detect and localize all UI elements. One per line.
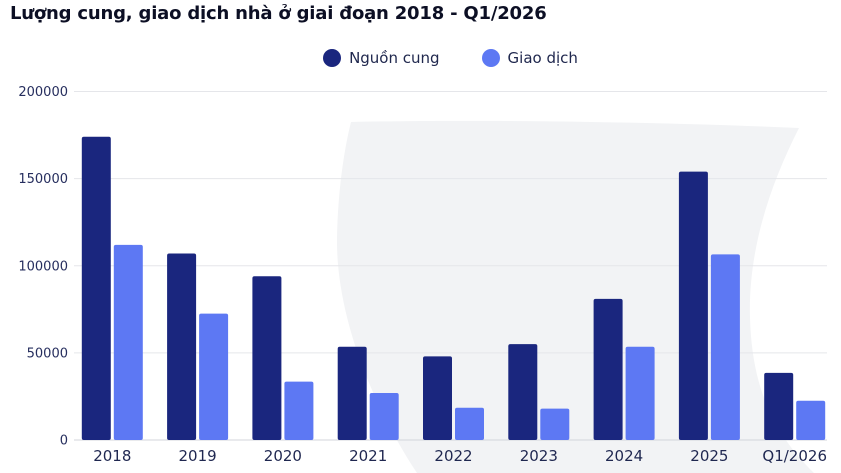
bar-giao-dich-2025[interactable] [710,254,740,440]
legend-label: Giao dịch [507,49,578,67]
legend-label: Nguồn cung [349,49,440,67]
x-axis-category-label: 2021 [349,447,387,465]
watermark-shape [336,120,814,473]
bar-giao-dich-2024[interactable] [625,346,655,440]
x-axis-category-label: 2019 [179,447,217,465]
bar-nguon-cung-2023[interactable] [508,344,538,440]
bar-nguon-cung-2025[interactable] [678,171,708,440]
y-axis-tick-label: 150000 [18,172,68,187]
x-axis-category-label: 2023 [520,447,558,465]
bar-nguon-cung-2024[interactable] [593,298,623,440]
bar-giao-dich-q1-2026[interactable] [796,400,826,440]
x-axis-category-label: 2025 [690,447,728,465]
x-axis-category-label: 2018 [93,447,131,465]
bar-nguon-cung-2018[interactable] [81,136,111,440]
bar-nguon-cung-q1-2026[interactable] [764,372,794,440]
x-axis-category-label: 2022 [434,447,472,465]
legend-item-giao-dich: Giao dịch [481,49,578,67]
bar-giao-dich-2020[interactable] [284,381,314,440]
x-axis-category-label: 2020 [264,447,302,465]
bar-nguon-cung-2020[interactable] [252,276,282,440]
y-axis-tick-label: 0 [60,434,68,449]
chart-legend: Nguồn cung Giao dịch [74,47,827,69]
legend-dot-nguon-cung [323,49,342,67]
bar-nguon-cung-2022[interactable] [423,356,452,440]
legend-dot-giao-dich [481,49,500,67]
y-axis-tick-label: 200000 [18,85,68,100]
bar-giao-dich-2019[interactable] [199,313,229,440]
y-axis-tick-label: 100000 [18,259,68,274]
bar-giao-dich-2023[interactable] [540,408,570,440]
x-axis-category-label: Q1/2026 [762,447,827,465]
legend-item-nguon-cung: Nguồn cung [323,49,440,67]
bar-giao-dich-2022[interactable] [455,407,484,440]
y-axis-tick-label: 50000 [27,346,68,361]
chart-title: Lượng cung, giao dịch nhà ở giai đoạn 20… [10,3,547,24]
bar-giao-dich-2018[interactable] [113,244,143,440]
x-axis-category-label: 2024 [605,447,643,465]
bar-nguon-cung-2019[interactable] [167,253,197,440]
bar-nguon-cung-2021[interactable] [337,346,367,440]
bar-giao-dich-2021[interactable] [369,392,399,440]
